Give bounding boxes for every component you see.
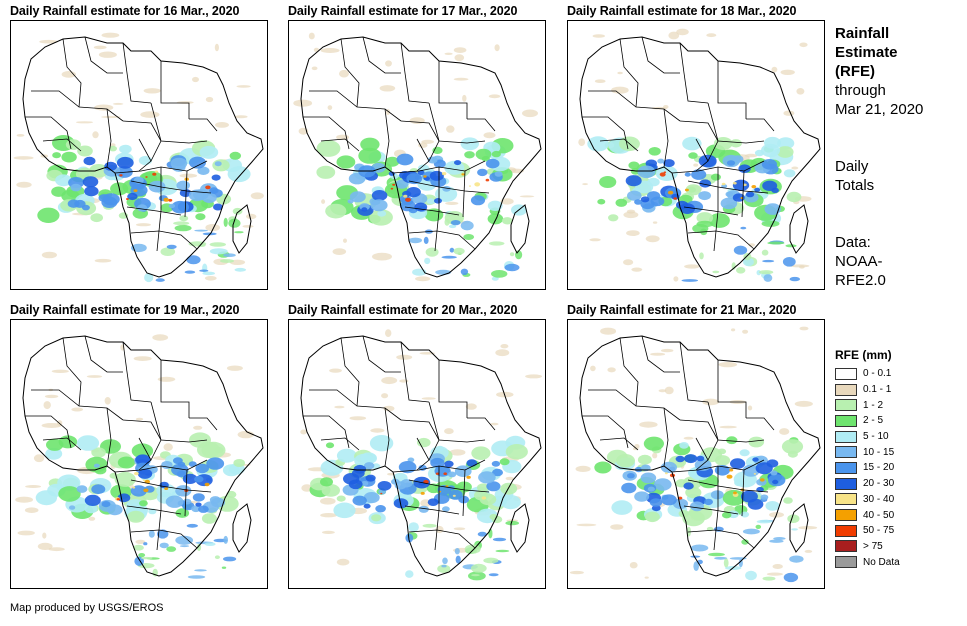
legend-swatch xyxy=(835,477,857,490)
legend-label: 15 - 20 xyxy=(863,462,895,474)
legend-row: 15 - 20 xyxy=(835,460,955,476)
panel-title: Daily Rainfall estimate for 21 Mar., 202… xyxy=(567,303,797,317)
africa-rainfall-map xyxy=(567,20,825,290)
legend-label: 2 - 5 xyxy=(863,415,884,427)
title-line: Estimate xyxy=(835,44,898,61)
legend-swatch xyxy=(835,524,857,537)
title-line: Rainfall xyxy=(835,25,890,42)
map-info: Rainfall Estimate (RFE) through Mar 21, … xyxy=(835,24,965,290)
legend-row: 10 - 15 xyxy=(835,444,955,460)
totals-line: Daily xyxy=(835,158,869,175)
africa-rainfall-map xyxy=(10,319,268,589)
legend-row: 30 - 40 xyxy=(835,492,955,508)
legend-label: 5 - 10 xyxy=(863,431,889,443)
legend-row: 50 - 75 xyxy=(835,523,955,539)
legend-row: 20 - 30 xyxy=(835,476,955,492)
legend-label: 50 - 75 xyxy=(863,525,895,537)
legend-swatch xyxy=(835,399,857,412)
legend-swatch xyxy=(835,383,857,396)
legend-label: 30 - 40 xyxy=(863,493,895,505)
legend-row: No Data xyxy=(835,554,955,570)
africa-rainfall-map xyxy=(288,319,546,589)
panel-title: Daily Rainfall estimate for 17 Mar., 202… xyxy=(288,4,518,18)
legend-swatch xyxy=(835,367,857,380)
africa-rainfall-map xyxy=(10,20,268,290)
legend-swatch xyxy=(835,493,857,506)
legend-swatch xyxy=(835,540,857,553)
legend-row: 0.1 - 1 xyxy=(835,382,955,398)
totals-line: Totals xyxy=(835,177,875,194)
legend-row: 5 - 10 xyxy=(835,429,955,445)
through-date: Mar 21, 2020 xyxy=(835,101,924,118)
legend-swatch xyxy=(835,461,857,474)
data-source-line: NOAA- xyxy=(835,253,883,270)
rfe-legend: RFE (mm) 0 - 0.1 0.1 - 1 1 - 2 2 - 5 5 -… xyxy=(835,348,955,570)
africa-rainfall-map xyxy=(567,319,825,589)
panel-title: Daily Rainfall estimate for 16 Mar., 202… xyxy=(10,4,240,18)
legend-row: 2 - 5 xyxy=(835,413,955,429)
legend-swatch xyxy=(835,430,857,443)
legend-label: 20 - 30 xyxy=(863,478,895,490)
legend-label: 40 - 50 xyxy=(863,509,895,521)
africa-rainfall-map xyxy=(288,20,546,290)
legend-row: 1 - 2 xyxy=(835,397,955,413)
legend-swatch xyxy=(835,556,857,569)
map-credit: Map produced by USGS/EROS xyxy=(10,602,164,614)
legend-swatch xyxy=(835,509,857,522)
data-source-line: RFE2.0 xyxy=(835,272,886,289)
legend-label: > 75 xyxy=(863,540,883,552)
through-label: through xyxy=(835,82,886,99)
legend-label: 0.1 - 1 xyxy=(863,384,892,396)
panel-title: Daily Rainfall estimate for 19 Mar., 202… xyxy=(10,303,240,317)
panel-title: Daily Rainfall estimate for 20 Mar., 202… xyxy=(288,303,518,317)
legend-label: 0 - 0.1 xyxy=(863,368,892,380)
legend-row: > 75 xyxy=(835,539,955,555)
data-label: Data: xyxy=(835,234,871,251)
panel-title: Daily Rainfall estimate for 18 Mar., 202… xyxy=(567,4,797,18)
legend-label: 1 - 2 xyxy=(863,399,884,411)
legend-label: 10 - 15 xyxy=(863,446,895,458)
legend-row: 0 - 0.1 xyxy=(835,366,955,382)
legend-row: 40 - 50 xyxy=(835,507,955,523)
title-line: (RFE) xyxy=(835,63,875,80)
legend-swatch xyxy=(835,446,857,459)
legend-title: RFE (mm) xyxy=(835,348,892,362)
legend-label: No Data xyxy=(863,556,900,568)
legend-swatch xyxy=(835,414,857,427)
